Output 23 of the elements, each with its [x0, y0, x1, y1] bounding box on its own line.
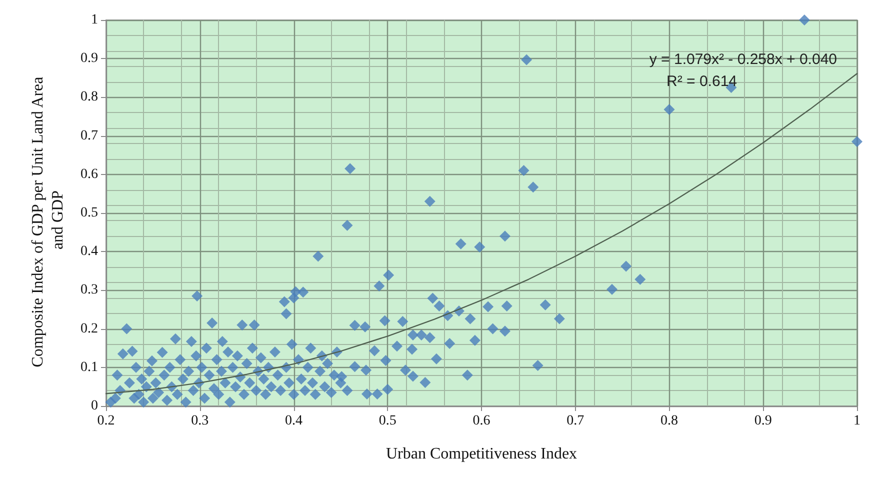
x-tick-label: 0.3	[191, 414, 209, 428]
y-tick-label: 0.4	[80, 244, 98, 260]
annotation: R² = 0.614	[666, 73, 738, 90]
y-tick-label: 0	[91, 398, 98, 414]
y-tick-label: 0.6	[80, 166, 98, 182]
x-tick-label: 0.4	[285, 414, 302, 428]
x-axis-title: Urban Competitiveness Index	[386, 446, 578, 462]
y-tick-label: 0.7	[80, 128, 98, 144]
y-tick-label: 0.1	[80, 360, 98, 375]
x-tick-label: 1	[854, 414, 860, 428]
x-tick-label: 0.7	[566, 414, 584, 428]
annotation: y = 1.079x² - 0.258x + 0.040	[649, 51, 837, 68]
y-tick-label: 0.5	[80, 206, 98, 220]
y-tick-label: 0.8	[80, 90, 98, 105]
y-tick-label: 0.2	[80, 321, 98, 336]
y-tick-label: 0.3	[80, 282, 98, 298]
y-tick-label: 1	[91, 12, 98, 28]
y-axis-title: Composite Index of GDP per Unit Land Area and GDP	[30, 72, 66, 368]
x-tick-label: 0.9	[754, 414, 772, 428]
x-tick-label: 0.5	[378, 414, 396, 428]
x-tick-label: 0.8	[660, 414, 678, 428]
y-tick-label: 0.9	[80, 51, 98, 66]
x-tick-label: 0.6	[472, 414, 490, 428]
